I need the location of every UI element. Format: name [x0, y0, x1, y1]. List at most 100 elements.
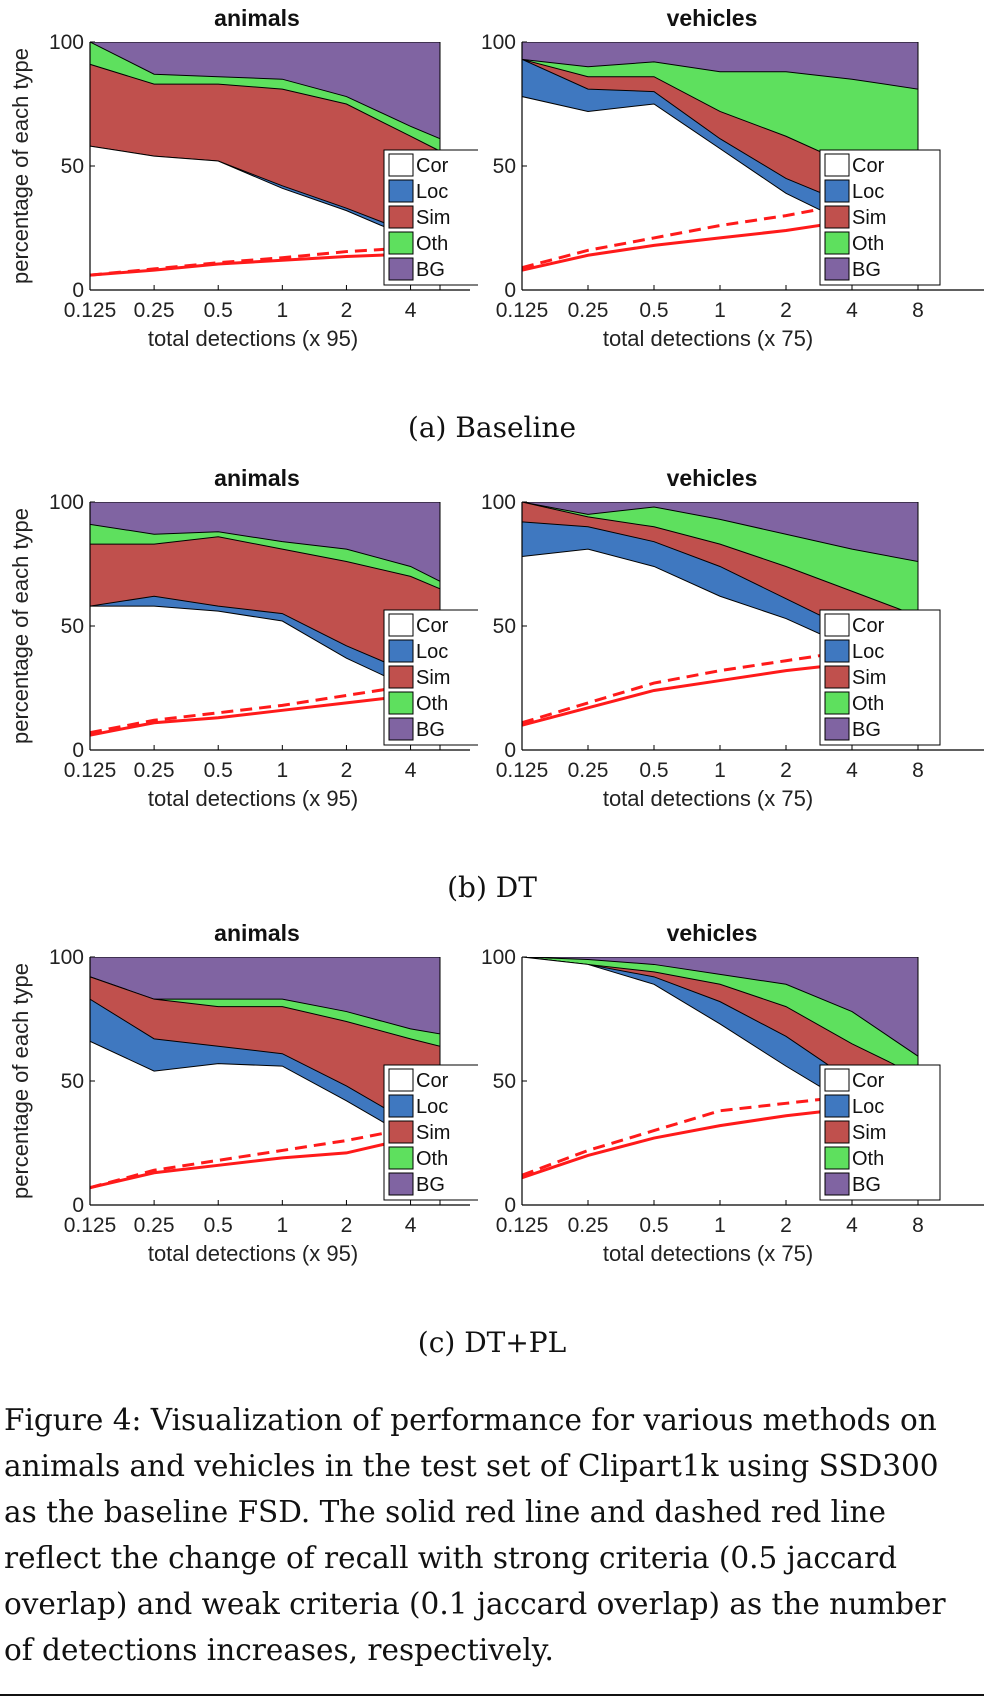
- legend: Cor Loc Sim Oth BG: [383, 149, 478, 286]
- legend-swatch-loc: [388, 639, 414, 663]
- recall-weak-line: [522, 196, 919, 270]
- legend-label-oth: Oth: [852, 693, 884, 715]
- chart-animals-dt: 0 50 100 0.125 0.25 0.5 1 2 4 animals total detect…: [8, 465, 478, 811]
- legend-label-sim: Sim: [852, 1122, 886, 1144]
- y-tick-label: 100: [49, 491, 84, 514]
- legend-label-bg: BG: [416, 259, 445, 281]
- x-tick-label: 8: [912, 299, 924, 322]
- plot-area: [90, 502, 441, 750]
- legend: Cor Loc Sim Oth BG: [383, 1064, 478, 1201]
- x-tick-label: 0.125: [496, 1214, 549, 1237]
- x-tick-label: 1: [276, 759, 288, 782]
- x-tick-label: 0.25: [134, 1214, 175, 1237]
- x-tick-label: 0.5: [639, 299, 668, 322]
- plot-area: [90, 957, 441, 1205]
- legend-label-sim: Sim: [852, 207, 886, 229]
- legend-label-loc: Loc: [416, 181, 448, 203]
- legend-swatch-loc: [824, 639, 850, 663]
- y-tick-label: 50: [493, 615, 516, 638]
- legend-label-cor: Cor: [852, 155, 885, 177]
- legend-swatch-bg: [824, 257, 850, 281]
- y-tick-label: 50: [493, 155, 516, 178]
- x-tick-label: 1: [276, 1214, 288, 1237]
- x-tick-label: 8: [912, 759, 924, 782]
- legend: Cor Loc Sim Oth BG: [819, 1064, 941, 1201]
- legend-label-sim: Sim: [852, 667, 886, 689]
- x-tick-label: 2: [341, 299, 353, 322]
- chart-animals-baseline: 0 50 100 0.125 0.25 0.5 1 2 4 animals total detect…: [8, 5, 478, 351]
- y-tick-label: 50: [61, 155, 84, 178]
- chart-title: vehicles: [667, 5, 758, 31]
- chart-animals-dtpl: 0 50 100 0.125 0.25 0.5 1 2 4 animals total detect…: [8, 920, 478, 1266]
- y-tick-label: 50: [493, 1070, 516, 1093]
- y-tick-label: 100: [49, 946, 84, 969]
- legend-label-bg: BG: [852, 719, 881, 741]
- caption-baseline: (a) Baseline: [407, 411, 577, 444]
- legend-swatch-bg: [388, 717, 414, 741]
- y-tick-label: 100: [481, 946, 516, 969]
- x-tick-label: 1: [714, 1214, 726, 1237]
- x-tick-label: 0.25: [134, 299, 175, 322]
- plot-area: [522, 42, 919, 290]
- x-tick-label: 4: [846, 759, 858, 782]
- legend-swatch-sim: [388, 1120, 414, 1144]
- legend-label-bg: BG: [852, 259, 881, 281]
- legend: Cor Loc Sim Oth BG: [383, 609, 478, 746]
- x-axis-label: total detections (x 75): [603, 326, 813, 351]
- legend-swatch-sim: [388, 665, 414, 689]
- chart-title: animals: [214, 5, 300, 31]
- x-tick-label: 0.125: [64, 759, 117, 782]
- x-tick-label: 4: [846, 1214, 858, 1237]
- chart-vehicles-dt: 0 50 100 0.125 0.25 0.5 1 2 4 8 vehicles total dete…: [481, 465, 984, 811]
- legend-label-loc: Loc: [416, 1096, 448, 1118]
- x-tick-label: 2: [780, 759, 792, 782]
- chart-title: animals: [214, 465, 300, 491]
- x-tick-label: 4: [405, 759, 417, 782]
- legend-label-bg: BG: [852, 1174, 881, 1196]
- legend-label-sim: Sim: [416, 667, 450, 689]
- legend-label-loc: Loc: [852, 1096, 884, 1118]
- x-tick-label: 1: [714, 299, 726, 322]
- legend-swatch-sim: [824, 1120, 850, 1144]
- x-tick-label: 0.5: [639, 759, 668, 782]
- legend-swatch-cor: [388, 153, 414, 177]
- plot-area: [90, 42, 441, 290]
- legend-label-cor: Cor: [852, 615, 885, 637]
- y-tick-label: 50: [61, 1070, 84, 1093]
- x-axis-label: total detections (x 75): [603, 786, 813, 811]
- x-tick-label: 0.125: [64, 1214, 117, 1237]
- y-axis-label: percentage of each type: [8, 963, 33, 1199]
- x-tick-label: 0.25: [568, 759, 609, 782]
- x-tick-label: 2: [341, 1214, 353, 1237]
- legend-swatch-cor: [824, 613, 850, 637]
- y-tick-label: 0: [72, 279, 84, 302]
- x-tick-label: 4: [405, 1214, 417, 1237]
- legend-swatch-loc: [388, 179, 414, 203]
- legend-swatch-cor: [388, 1068, 414, 1092]
- legend-swatch-cor: [388, 613, 414, 637]
- figure-caption: Figure 4: Visualization of performance f…: [4, 1403, 946, 1667]
- legend-swatch-sim: [824, 665, 850, 689]
- x-tick-label: 0.5: [204, 759, 233, 782]
- legend-label-cor: Cor: [852, 1070, 885, 1092]
- chart-title: animals: [214, 920, 300, 946]
- x-tick-label: 0.5: [204, 299, 233, 322]
- legend-swatch-loc: [824, 179, 850, 203]
- recall-weak-line: [522, 649, 918, 725]
- y-axis-label: percentage of each type: [8, 48, 33, 284]
- y-tick-label: 0: [72, 1194, 84, 1217]
- legend-swatch-loc: [388, 1094, 414, 1118]
- legend-label-sim: Sim: [416, 207, 450, 229]
- chart-title: vehicles: [667, 465, 758, 491]
- x-tick-label: 0.125: [496, 299, 549, 322]
- legend-label-oth: Oth: [416, 1148, 448, 1170]
- y-tick-label: 0: [72, 739, 84, 762]
- caption-dtpl: (c) DT+PL: [417, 1326, 567, 1359]
- chart-title: vehicles: [667, 920, 758, 946]
- y-axis-label: percentage of each type: [8, 508, 33, 744]
- legend-label-oth: Oth: [416, 233, 448, 255]
- legend-label-loc: Loc: [852, 641, 884, 663]
- x-tick-label: 0.125: [64, 299, 117, 322]
- legend-swatch-oth: [824, 231, 850, 255]
- legend-swatch-oth: [388, 691, 414, 715]
